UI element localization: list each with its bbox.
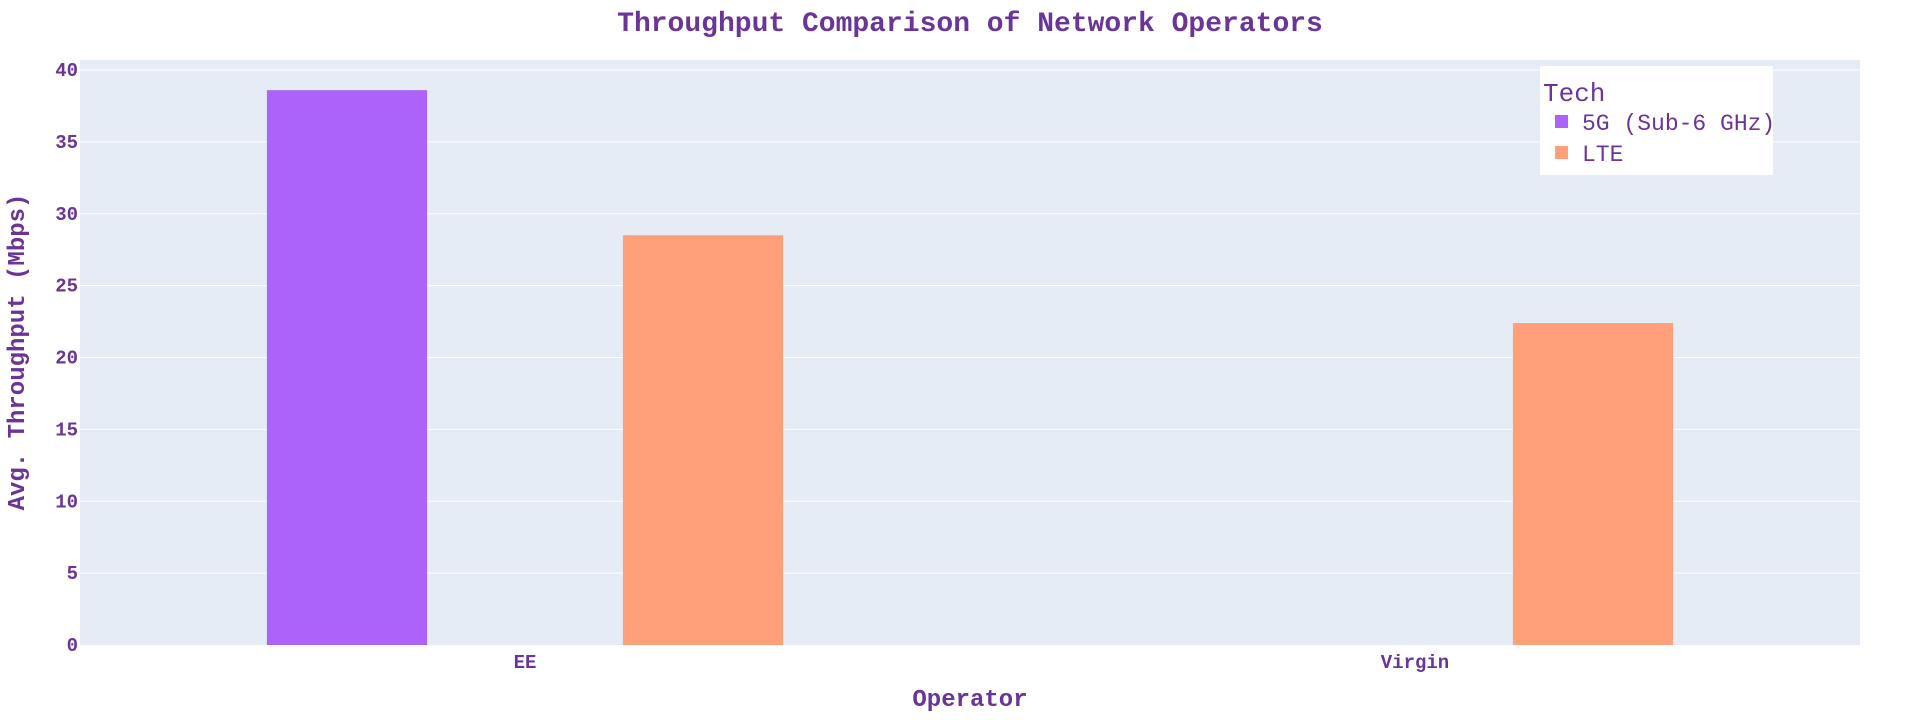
legend-items: 5G (Sub-6 GHz) LTE [1555,111,1775,168]
legend-swatch [1555,115,1568,128]
chart-title: Throughput Comparison of Network Operato… [617,9,1323,40]
y-axis-ticks: 0 5 10 15 20 25 30 35 40 [55,60,78,657]
y-tick-label: 10 [55,491,78,513]
bar [266,90,428,645]
bar [622,235,784,645]
x-tick-label: EE [514,652,537,674]
x-axis-title: Operator [912,687,1027,714]
y-tick-label: 40 [55,60,78,82]
y-tick-label: 15 [55,419,78,441]
legend-swatch [1555,146,1568,159]
x-axis-ticks: EE Virgin [514,652,1450,674]
y-tick-label: 25 [55,276,78,298]
y-tick-label: 0 [67,635,78,657]
legend-label: LTE [1582,142,1623,168]
bars [266,90,1674,645]
y-tick-label: 5 [67,563,78,585]
y-axis-title: Avg. Throughput (Mbps) [5,194,32,511]
y-tick-label: 30 [55,204,78,226]
legend: Tech 5G (Sub-6 GHz) LTE [1540,66,1775,175]
legend-label: 5G (Sub-6 GHz) [1582,111,1775,137]
legend-title: Tech [1543,79,1605,109]
y-tick-label: 35 [55,132,78,154]
x-tick-label: Virgin [1381,652,1449,674]
y-tick-label: 20 [55,348,78,370]
legend-box [1540,66,1773,175]
bar [1512,323,1674,645]
